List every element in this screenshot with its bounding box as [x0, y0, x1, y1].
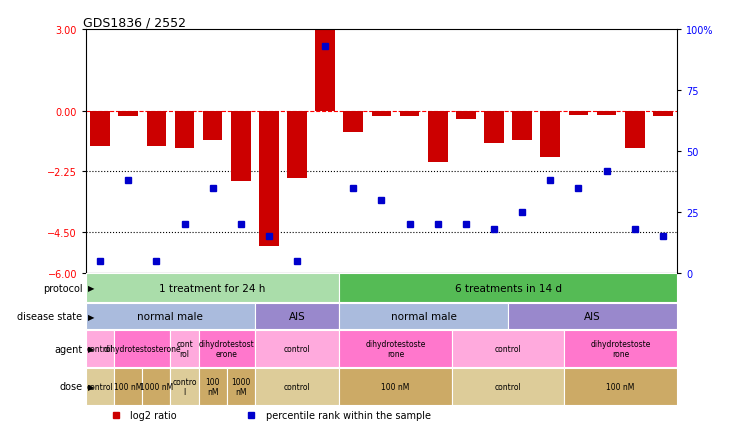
- Bar: [198, 331, 255, 367]
- Text: control: control: [494, 382, 521, 391]
- Bar: [456, 111, 476, 119]
- Bar: [541, 111, 560, 157]
- Bar: [484, 111, 504, 144]
- Text: AIS: AIS: [584, 311, 601, 321]
- Bar: [91, 111, 110, 146]
- Bar: [597, 111, 616, 115]
- Bar: [653, 111, 672, 117]
- Bar: [340, 303, 508, 329]
- Text: control: control: [87, 382, 114, 391]
- Bar: [625, 111, 645, 149]
- Bar: [198, 368, 227, 404]
- Bar: [175, 111, 194, 149]
- Bar: [340, 368, 452, 404]
- Text: 100 nM: 100 nM: [381, 382, 410, 391]
- Bar: [428, 111, 447, 163]
- Text: ▶: ▶: [88, 344, 94, 353]
- Text: dihydrotestoste
rone: dihydrotestoste rone: [365, 339, 426, 358]
- Bar: [452, 331, 565, 367]
- Text: control: control: [494, 344, 521, 353]
- Text: control: control: [283, 382, 310, 391]
- Text: normal male: normal male: [138, 311, 203, 321]
- Bar: [171, 331, 198, 367]
- Text: GDS1836 / 2552: GDS1836 / 2552: [83, 16, 186, 29]
- Bar: [171, 368, 198, 404]
- Text: contro
l: contro l: [172, 377, 197, 396]
- Text: percentile rank within the sample: percentile rank within the sample: [266, 410, 432, 420]
- Text: AIS: AIS: [289, 311, 305, 321]
- Bar: [399, 111, 420, 117]
- Bar: [86, 274, 340, 302]
- Text: 1000
nM: 1000 nM: [231, 377, 251, 396]
- Bar: [255, 303, 340, 329]
- Bar: [452, 368, 565, 404]
- Bar: [86, 303, 255, 329]
- Bar: [142, 368, 171, 404]
- Bar: [227, 368, 255, 404]
- Bar: [255, 368, 340, 404]
- Bar: [86, 368, 114, 404]
- Bar: [147, 111, 166, 146]
- Text: log2 ratio: log2 ratio: [130, 410, 177, 420]
- Text: control: control: [283, 344, 310, 353]
- Text: ▶: ▶: [88, 382, 94, 391]
- Text: normal male: normal male: [390, 311, 456, 321]
- Text: 100 nM: 100 nM: [607, 382, 635, 391]
- Bar: [287, 111, 307, 179]
- Text: ▶: ▶: [88, 312, 94, 321]
- Text: 1000 nM: 1000 nM: [140, 382, 173, 391]
- Bar: [340, 274, 677, 302]
- Text: agent: agent: [54, 344, 82, 354]
- Bar: [343, 111, 364, 133]
- Text: 100
nM: 100 nM: [206, 377, 220, 396]
- Text: dihydrotestosterone: dihydrotestosterone: [103, 344, 181, 353]
- Bar: [255, 331, 340, 367]
- Bar: [508, 303, 677, 329]
- Bar: [565, 368, 677, 404]
- Bar: [118, 111, 138, 117]
- Bar: [568, 111, 588, 115]
- Text: dihydrotestoste
rone: dihydrotestoste rone: [590, 339, 651, 358]
- Bar: [340, 331, 452, 367]
- Text: control: control: [87, 344, 114, 353]
- Text: 100 nM: 100 nM: [114, 382, 142, 391]
- Text: disease state: disease state: [17, 311, 82, 321]
- Text: cont
rol: cont rol: [176, 339, 193, 358]
- Bar: [231, 111, 251, 181]
- Bar: [203, 111, 222, 141]
- Bar: [512, 111, 532, 141]
- Text: ▶: ▶: [88, 283, 94, 293]
- Text: dose: dose: [59, 381, 82, 391]
- Bar: [114, 331, 171, 367]
- Text: dihydrotestost
erone: dihydrotestost erone: [199, 339, 254, 358]
- Text: 6 treatments in 14 d: 6 treatments in 14 d: [455, 283, 562, 293]
- Bar: [86, 331, 114, 367]
- Text: 1 treatment for 24 h: 1 treatment for 24 h: [159, 283, 266, 293]
- Text: protocol: protocol: [43, 283, 82, 293]
- Bar: [114, 368, 142, 404]
- Bar: [259, 111, 279, 246]
- Bar: [316, 30, 335, 111]
- Bar: [565, 331, 677, 367]
- Bar: [372, 111, 391, 117]
